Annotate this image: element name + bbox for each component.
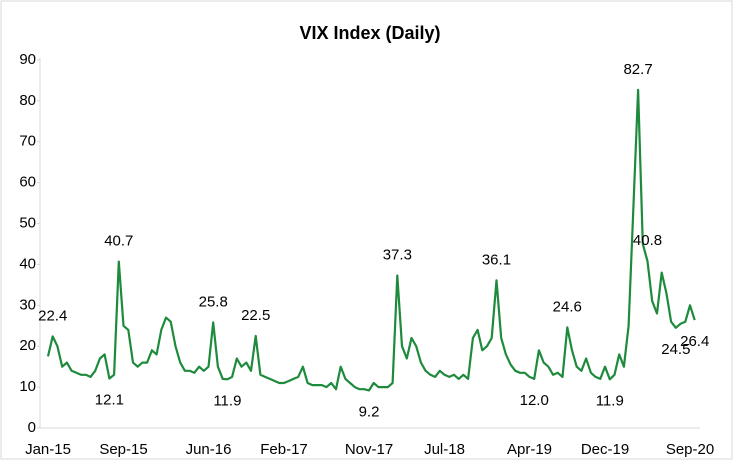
x-tick-label: Dec-19: [581, 441, 629, 458]
data-label: 11.9: [213, 392, 241, 409]
data-label: 25.8: [199, 293, 228, 310]
data-label: 11.9: [596, 392, 624, 409]
y-tick-label: 80: [19, 92, 36, 109]
data-label: 9.2: [359, 403, 380, 420]
x-tick-label: Sep-20: [666, 441, 714, 458]
data-label: 12.0: [520, 392, 549, 409]
x-tick-label: Apr-19: [507, 441, 552, 458]
data-label: 22.5: [241, 307, 270, 324]
data-label: 12.1: [95, 391, 124, 408]
data-label: 82.7: [623, 61, 652, 78]
y-tick-label: 60: [19, 174, 36, 191]
x-tick-label: Jul-18: [424, 441, 465, 458]
y-tick-label: 70: [19, 133, 36, 150]
y-tick-label: 10: [19, 378, 36, 395]
chart-frame: [0, 0, 733, 460]
chart-title: VIX Index (Daily): [299, 23, 440, 43]
x-tick-label: Jan-15: [25, 441, 71, 458]
x-tick-label: Jun-16: [186, 441, 232, 458]
data-label: 40.7: [104, 233, 133, 250]
x-tick-label: Sep-15: [99, 441, 147, 458]
data-label: 24.5: [661, 341, 690, 358]
data-label: 24.6: [553, 298, 582, 315]
y-tick-label: 20: [19, 337, 36, 354]
data-label: 36.1: [482, 251, 511, 268]
data-label: 40.8: [633, 232, 662, 249]
y-tick-label: 90: [19, 51, 36, 68]
data-label: 26.4: [680, 333, 709, 350]
vix-line: [46, 88, 696, 392]
y-tick-label: 30: [19, 296, 36, 313]
x-tick-label: Nov-17: [345, 441, 393, 458]
x-tick-label: Feb-17: [260, 441, 308, 458]
y-tick-label: 50: [19, 215, 36, 232]
data-label: 22.4: [38, 307, 67, 324]
y-tick-label: 0: [28, 419, 36, 436]
y-tick-label: 40: [19, 255, 36, 272]
data-label: 37.3: [383, 246, 412, 263]
